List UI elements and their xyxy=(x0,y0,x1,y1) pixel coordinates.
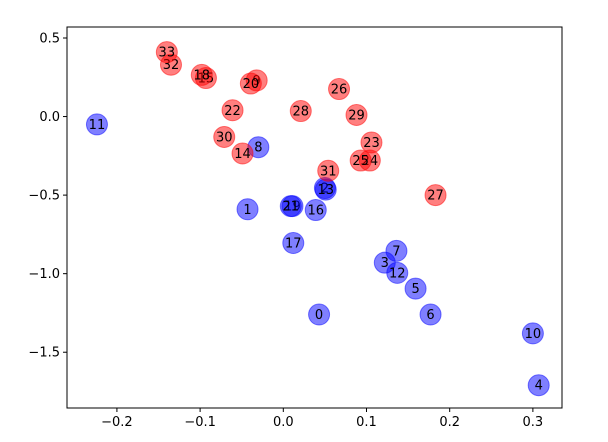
point-marker xyxy=(289,100,312,123)
point-marker xyxy=(85,113,108,136)
scatter-point-21: 21 xyxy=(279,195,302,218)
point-marker xyxy=(424,184,447,207)
point-label: 5 xyxy=(411,282,419,297)
point-label: 7 xyxy=(392,244,400,259)
point-label: 11 xyxy=(89,118,106,133)
point-label: 8 xyxy=(254,141,262,156)
scatter-point-14: 14 xyxy=(231,142,254,165)
point-marker xyxy=(385,239,408,262)
scatter-point-12: 12 xyxy=(386,261,409,284)
scatter-point-22: 22 xyxy=(221,99,244,122)
point-label: 25 xyxy=(352,154,369,169)
x-tick-label: 0.3 xyxy=(523,415,544,430)
scatter-point-18: 18 xyxy=(190,63,213,86)
point-marker xyxy=(345,103,368,126)
point-marker xyxy=(308,303,331,326)
scatter-point-16: 16 xyxy=(304,199,327,222)
scatter-point-27: 27 xyxy=(424,184,447,207)
scatter-point-26: 26 xyxy=(328,78,351,101)
point-label: 28 xyxy=(292,105,309,120)
scatter-point-30: 30 xyxy=(213,125,236,148)
axis-ticks: −0.2 −0.1 0.0 0.1 0.2 0.3 0.5 0.0 −0.5 −1.0 −1.5 xyxy=(28,31,543,430)
scatter-point-31: 31 xyxy=(317,159,340,182)
point-marker xyxy=(317,159,340,182)
point-marker xyxy=(239,72,262,95)
x-tick-label: 0.2 xyxy=(439,415,460,430)
point-label: 0 xyxy=(315,308,323,323)
point-label: 13 xyxy=(317,183,334,198)
point-label: 3 xyxy=(381,256,389,271)
point-marker xyxy=(521,322,544,345)
scatter-point-5: 5 xyxy=(404,277,427,300)
y-tick-label: 0.5 xyxy=(39,31,60,46)
point-marker xyxy=(213,125,236,148)
scatter-point-4: 4 xyxy=(527,374,550,397)
scatter-point-20: 20 xyxy=(239,72,262,95)
point-label: 27 xyxy=(427,189,444,204)
point-label: 18 xyxy=(193,68,210,83)
point-label: 1 xyxy=(243,203,251,218)
point-marker xyxy=(236,198,259,221)
point-label: 14 xyxy=(234,147,251,162)
point-marker xyxy=(419,303,442,326)
y-tick-label: −0.5 xyxy=(28,189,60,204)
scatter-point-29: 29 xyxy=(345,103,368,126)
x-tick-label: −0.2 xyxy=(101,415,133,430)
plot-frame xyxy=(66,26,563,409)
point-marker xyxy=(282,232,305,255)
point-marker xyxy=(231,142,254,165)
y-tick-label: −1.0 xyxy=(28,267,60,282)
point-marker xyxy=(328,78,351,101)
data-points: 0123456781011121316171921914151820222324… xyxy=(85,41,550,397)
point-marker xyxy=(404,277,427,300)
scatter-point-0: 0 xyxy=(308,303,331,326)
point-label: 12 xyxy=(389,266,406,281)
point-label: 6 xyxy=(426,308,434,323)
scatter-point-10: 10 xyxy=(521,322,544,345)
point-label: 22 xyxy=(224,104,241,119)
point-label: 20 xyxy=(243,77,260,92)
scatter-point-7: 7 xyxy=(385,239,408,262)
point-marker xyxy=(155,41,178,64)
scatter-point-28: 28 xyxy=(289,100,312,123)
scatter-point-17: 17 xyxy=(282,232,305,255)
y-tick-label: −1.5 xyxy=(28,346,60,361)
point-marker xyxy=(304,199,327,222)
point-label: 16 xyxy=(307,204,324,219)
scatter-point-1: 1 xyxy=(236,198,259,221)
point-label: 31 xyxy=(320,164,337,179)
scatter-point-11: 11 xyxy=(85,113,108,136)
point-marker xyxy=(279,195,302,218)
scatter-point-33: 33 xyxy=(155,41,178,64)
point-marker xyxy=(349,149,372,172)
point-label: 17 xyxy=(285,237,302,252)
point-marker xyxy=(527,374,550,397)
scatter-point-13: 13 xyxy=(314,178,337,201)
x-tick-label: 0.1 xyxy=(356,415,377,430)
y-tick-label: 0.0 xyxy=(39,110,60,125)
x-tick-label: −0.1 xyxy=(184,415,216,430)
point-label: 21 xyxy=(283,200,300,215)
point-label: 4 xyxy=(535,379,543,394)
point-label: 26 xyxy=(331,83,348,98)
point-marker xyxy=(190,63,213,86)
point-label: 29 xyxy=(348,108,365,123)
point-label: 23 xyxy=(363,136,380,151)
point-label: 33 xyxy=(159,46,176,61)
scatter-point-6: 6 xyxy=(419,303,442,326)
point-marker xyxy=(221,99,244,122)
point-label: 10 xyxy=(525,327,542,342)
x-tick-label: 0.0 xyxy=(273,415,294,430)
scatter-point-25: 25 xyxy=(349,149,372,172)
point-marker xyxy=(386,261,409,284)
point-label: 30 xyxy=(216,130,233,145)
